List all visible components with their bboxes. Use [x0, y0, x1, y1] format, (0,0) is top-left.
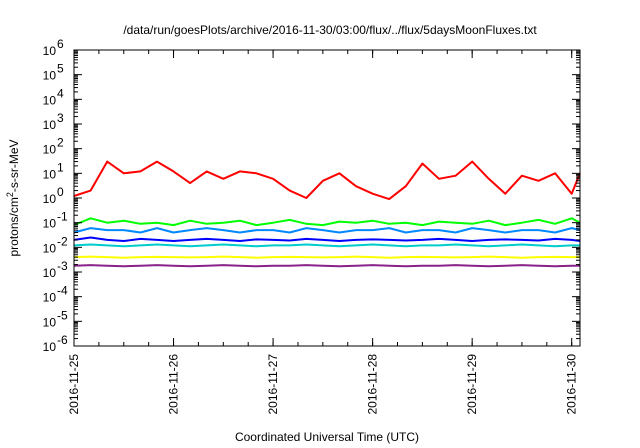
- series-line: [73, 217, 581, 227]
- series-line: [73, 243, 580, 248]
- y-tick-exponent: -1: [57, 210, 68, 224]
- y-tick-exponent: 1: [57, 160, 64, 174]
- y-axis: 10 -610 -510 -410 -310 -210 -110 010 110 210 310 41…: [43, 37, 580, 354]
- y-tick-base: 10: [43, 266, 57, 280]
- y-tick-exponent: -5: [57, 308, 68, 322]
- y-tick-label: 10: [43, 217, 57, 231]
- x-tick-label: 2016-11-26: [167, 354, 181, 415]
- x-tick-label: 2016-11-27: [266, 354, 280, 415]
- y-tick-label: 10: [43, 266, 57, 280]
- y-tick-base: 10: [43, 93, 57, 107]
- y-tick-exponent: 2: [57, 136, 64, 150]
- y-tick-base: 10: [43, 118, 57, 132]
- x-tick-label: 2016-11-29: [465, 354, 479, 415]
- plot-frame: [73, 49, 581, 347]
- series-line: [73, 264, 580, 268]
- y-tick-base: 10: [43, 291, 57, 305]
- y-tick-exponent: -2: [57, 234, 68, 248]
- y-tick-exponent: 6: [57, 37, 64, 51]
- y-tick-exponent: -6: [57, 333, 68, 347]
- x-tick-label: 2016-11-30: [565, 354, 579, 415]
- series-layer: [73, 160, 581, 268]
- x-tick-label: 2016-11-28: [366, 354, 380, 415]
- series-line: [73, 160, 581, 201]
- y-tick-exponent: -3: [57, 259, 68, 273]
- y-tick-exponent: 5: [57, 62, 64, 76]
- chart-title: /data/run/goesPlots/archive/2016-11-30/0…: [123, 23, 537, 37]
- series-line: [73, 227, 581, 234]
- y-tick-base: 10: [43, 241, 57, 255]
- series-line: [73, 255, 580, 259]
- x-tick-label: 2016-11-25: [67, 354, 81, 415]
- y-tick-exponent: 4: [57, 86, 64, 100]
- y-tick-exponent: 3: [57, 111, 64, 125]
- y-tick-label: 10: [43, 143, 57, 157]
- y-tick-label: 10: [43, 93, 57, 107]
- y-tick-label: 10: [43, 167, 57, 181]
- y-tick-label: 10: [43, 44, 57, 58]
- y-tick-label: 10: [43, 118, 57, 132]
- y-tick-base: 10: [43, 315, 57, 329]
- y-tick-base: 10: [43, 340, 57, 354]
- y-tick-base: 10: [43, 44, 57, 58]
- y-tick-label: 10: [43, 340, 57, 354]
- x-axis-label: Coordinated Universal Time (UTC): [235, 430, 419, 444]
- y-tick-base: 10: [43, 167, 57, 181]
- y-tick-base: 10: [43, 217, 57, 231]
- series-line: [73, 236, 581, 242]
- x-axis: 2016-11-25 2016-11-26 2016-11-27 2016-11-28…: [67, 50, 579, 415]
- y-tick-label: 10: [43, 315, 57, 329]
- y-tick-base: 10: [43, 192, 57, 206]
- y-tick-label: 10: [43, 69, 57, 83]
- y-tick-label: 10: [43, 192, 57, 206]
- y-tick-base: 10: [43, 143, 57, 157]
- y-tick-exponent: -4: [57, 284, 68, 298]
- y-tick-exponent: 0: [57, 185, 64, 199]
- y-tick-base: 10: [43, 69, 57, 83]
- y-tick-label: 10: [43, 291, 57, 305]
- y-axis-label: protons/cm2-s-sr-MeV: [5, 139, 21, 256]
- y-tick-label: 10: [43, 241, 57, 255]
